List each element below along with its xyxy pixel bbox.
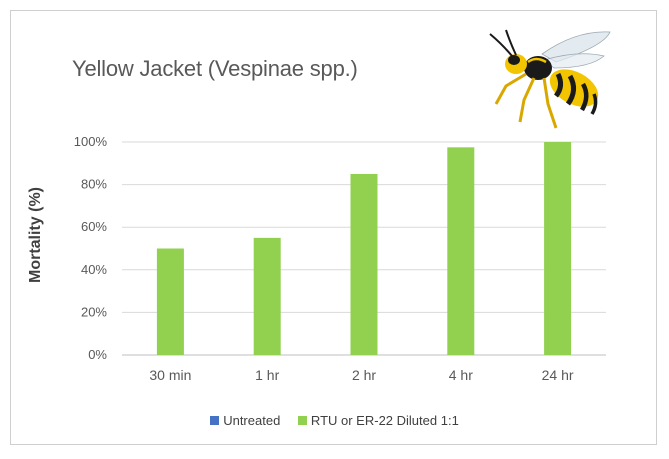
yellow-jacket-illustration (489, 29, 611, 129)
y-tick-label: 20% (81, 304, 107, 319)
legend-item-untreated: Untreated (210, 413, 280, 428)
x-tick-label: 24 hr (542, 367, 574, 383)
y-tick-label: 40% (81, 262, 107, 277)
x-tick-label: 30 min (149, 367, 191, 383)
legend-label-untreated: Untreated (223, 413, 281, 428)
legend-swatch-rtu (297, 416, 307, 425)
legend-label-rtu: RTU or ER-22 Diluted 1:1 (310, 413, 459, 428)
y-tick-label: 80% (81, 177, 107, 192)
bar-rtu (253, 237, 281, 355)
legend-item-rtu: RTU or ER-22 Diluted 1:1 (297, 413, 459, 428)
bar-rtu (156, 248, 184, 355)
x-tick-label: 4 hr (449, 367, 473, 383)
bar-rtu (447, 147, 475, 355)
legend-swatch-untreated (210, 416, 220, 425)
x-tick-label: 1 hr (255, 367, 279, 383)
x-tick-label: 2 hr (352, 367, 376, 383)
bar-rtu (544, 142, 572, 355)
legend: Untreated RTU or ER-22 Diluted 1:1 (0, 413, 669, 428)
y-tick-label: 0% (88, 347, 107, 362)
y-tick-label: 100% (74, 134, 108, 149)
y-tick-label: 60% (81, 219, 107, 234)
bar-rtu (350, 173, 378, 355)
chart-title: Yellow Jacket (Vespinae spp.) (72, 56, 358, 81)
